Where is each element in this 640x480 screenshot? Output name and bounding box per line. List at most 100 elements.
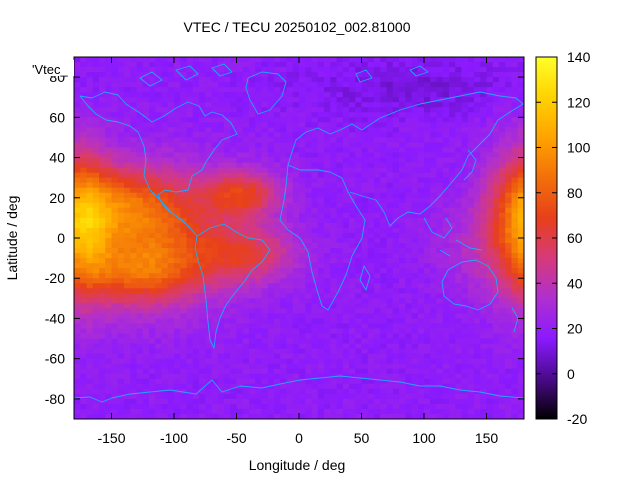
heatmap-cell	[205, 187, 212, 194]
heatmap-cell	[230, 57, 237, 63]
heatmap-cell	[199, 182, 206, 189]
heatmap-cell	[217, 222, 225, 229]
heatmap-cell	[486, 348, 494, 355]
heatmap-cell	[224, 182, 231, 189]
heatmap-cell	[136, 383, 144, 390]
heatmap-cell	[461, 192, 469, 199]
heatmap-cell	[74, 363, 81, 370]
heatmap-cell	[161, 172, 169, 179]
heatmap-cell	[242, 217, 250, 224]
heatmap-cell	[511, 278, 519, 284]
heatmap-cell	[136, 368, 144, 375]
heatmap-cell	[255, 217, 262, 224]
heatmap-cell	[380, 212, 387, 219]
heatmap-cell	[167, 283, 175, 289]
heatmap-cell	[499, 152, 506, 158]
heatmap-cell	[105, 273, 112, 279]
heatmap-cell	[349, 263, 356, 269]
heatmap-cell	[330, 288, 337, 294]
heatmap-cell	[274, 263, 281, 269]
heatmap-cell	[311, 378, 319, 385]
heatmap-cell	[367, 212, 375, 219]
heatmap-cell	[305, 338, 312, 344]
heatmap-cell	[136, 373, 144, 380]
heatmap-cell	[92, 157, 100, 163]
heatmap-cell	[205, 268, 212, 274]
heatmap-cell	[386, 283, 394, 289]
heatmap-cell	[367, 323, 375, 329]
heatmap-cell	[124, 313, 131, 319]
heatmap-cell	[192, 232, 200, 239]
heatmap-cell	[442, 72, 450, 78]
heatmap-cell	[92, 273, 100, 279]
heatmap-cell	[74, 288, 81, 294]
heatmap-cell	[455, 318, 462, 324]
heatmap-cell	[442, 258, 450, 264]
heatmap-cell	[161, 393, 169, 400]
heatmap-cell	[136, 67, 144, 73]
heatmap-cell	[461, 348, 469, 355]
heatmap-cell	[111, 313, 119, 319]
heatmap-cell	[105, 363, 112, 370]
heatmap-cell	[255, 232, 262, 239]
heatmap-cell	[92, 107, 100, 113]
heatmap-cell	[399, 323, 406, 329]
heatmap-cell	[455, 293, 462, 299]
heatmap-cell	[311, 303, 319, 309]
heatmap-cell	[224, 263, 231, 269]
heatmap-cell	[455, 358, 462, 365]
heatmap-cell	[486, 142, 494, 148]
heatmap-cell	[305, 57, 312, 63]
heatmap-cell	[405, 283, 412, 289]
heatmap-cell	[317, 298, 325, 304]
heatmap-cell	[130, 177, 137, 184]
heatmap-cell	[111, 102, 119, 108]
heatmap-cell	[86, 187, 94, 194]
heatmap-cell	[99, 343, 106, 350]
heatmap-cell	[261, 192, 269, 199]
heatmap-cell	[305, 137, 312, 143]
heatmap-cell	[124, 403, 131, 410]
heatmap-cell	[305, 212, 312, 219]
heatmap-cell	[342, 258, 350, 264]
heatmap-cell	[167, 313, 175, 319]
heatmap-cell	[392, 343, 400, 350]
heatmap-cell	[236, 87, 244, 93]
heatmap-cell	[424, 227, 431, 234]
heatmap-cell	[342, 137, 350, 143]
heatmap-cell	[242, 137, 250, 143]
heatmap-cell	[292, 117, 300, 123]
heatmap-cell	[317, 373, 325, 380]
heatmap-cell	[449, 268, 456, 274]
heatmap-cell	[330, 142, 337, 148]
heatmap-cell	[317, 358, 325, 365]
heatmap-cell	[461, 293, 469, 299]
heatmap-cell	[192, 177, 200, 184]
heatmap-cell	[155, 147, 162, 153]
heatmap-cell	[180, 348, 187, 355]
heatmap-cell	[211, 313, 219, 319]
heatmap-cell	[205, 278, 212, 284]
heatmap-cell	[461, 328, 469, 334]
heatmap-cell	[467, 378, 475, 385]
heatmap-cell	[424, 363, 431, 370]
heatmap-cell	[486, 253, 494, 259]
heatmap-cell	[499, 97, 506, 103]
heatmap-cell	[117, 318, 125, 324]
heatmap-cell	[461, 162, 469, 169]
heatmap-cell	[392, 72, 400, 78]
heatmap-cell	[299, 363, 306, 370]
heatmap-cell	[474, 363, 481, 370]
heatmap-cell	[449, 338, 456, 344]
heatmap-cell	[511, 313, 519, 319]
heatmap-cell	[249, 157, 256, 163]
heatmap-cell	[517, 162, 524, 169]
heatmap-cell	[249, 67, 256, 73]
heatmap-cell	[280, 378, 287, 385]
heatmap-cell	[336, 343, 344, 350]
heatmap-cell	[349, 288, 356, 294]
heatmap-cell	[236, 323, 244, 329]
heatmap-cell	[299, 348, 306, 355]
heatmap-cell	[111, 227, 119, 234]
heatmap-cell	[255, 353, 262, 360]
